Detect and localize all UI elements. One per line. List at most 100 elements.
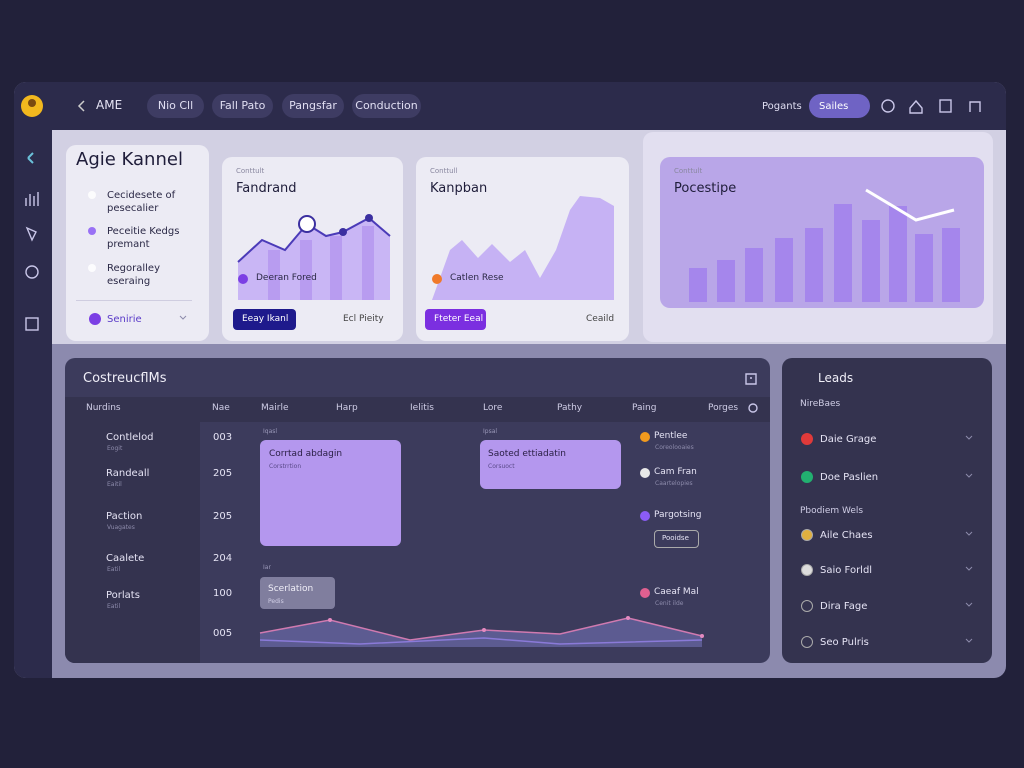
- item-sub: pesecalier: [107, 202, 159, 214]
- row-sub: Vuagates: [107, 524, 135, 532]
- lead-item: Dira Fage: [820, 600, 868, 612]
- nav-link[interactable]: Pogants: [762, 100, 802, 112]
- button[interactable]: [425, 309, 486, 330]
- button-label: Fteter Eeal: [434, 314, 484, 325]
- task-sub: Corsuoct: [488, 463, 515, 471]
- event-title: Cam Fran: [654, 467, 697, 478]
- lead-icon: [801, 636, 813, 648]
- row-number: 204: [213, 552, 233, 564]
- dot: [89, 313, 101, 325]
- event-dot: [640, 511, 650, 521]
- card-title: Kanpban: [430, 180, 488, 196]
- row-number: 205: [213, 467, 233, 479]
- row-name: Caalete: [106, 552, 145, 564]
- item-sub: premant: [107, 238, 150, 250]
- row-number: 100: [213, 587, 233, 599]
- lead-icon: [801, 564, 813, 576]
- nav-tab[interactable]: Nio Cll: [147, 94, 204, 118]
- board-title: CostreucflMs: [83, 370, 167, 386]
- event-dot: [640, 588, 650, 598]
- event-title: Pentlee: [654, 431, 688, 442]
- back-label: AME: [96, 98, 123, 113]
- button[interactable]: [233, 309, 296, 330]
- card-label: Conttult: [236, 167, 265, 176]
- task-title: Corrtad abdagin: [269, 449, 343, 460]
- row-sub: Eaitil: [107, 481, 122, 489]
- sidebar: [14, 130, 52, 678]
- item-title: Peceitie Kedgs: [107, 225, 180, 237]
- event-sub: Cenit ilde: [655, 600, 684, 608]
- legend-text: Deeran Fored: [256, 273, 317, 284]
- search-box[interactable]: [809, 94, 870, 118]
- panel-footer: Senirie: [107, 313, 142, 325]
- button-label: Eeay Ikanl: [242, 314, 289, 325]
- task-tag: Iqasl: [263, 428, 278, 436]
- task-card: [480, 440, 621, 489]
- nav-tab[interactable]: Fall Pato: [212, 94, 273, 118]
- card-link[interactable]: Ceaild: [586, 314, 615, 325]
- card-label: Conttull: [430, 167, 458, 176]
- divider: [76, 300, 192, 301]
- row-number: 003: [213, 431, 233, 443]
- card-title: Pocestipe: [674, 180, 737, 196]
- card-link[interactable]: Ecl Pieity: [343, 314, 384, 325]
- side-panel: [66, 145, 209, 341]
- item-title: Regoralley: [107, 262, 160, 274]
- lead-icon: [801, 471, 813, 483]
- item-title: Cecidesete of: [107, 189, 176, 201]
- event-title: Pargotsing: [654, 510, 702, 521]
- row-name: Porlats: [106, 589, 140, 601]
- task-tag: Ipsal: [483, 428, 498, 436]
- column-header: Mairle: [261, 403, 289, 414]
- event-sub: Caartelopies: [655, 480, 693, 488]
- panel-title: Agie Kannel: [76, 149, 183, 171]
- column-header: Harp: [336, 403, 358, 414]
- lead-item: Daie Grage: [820, 433, 877, 445]
- legend-dot: [432, 274, 442, 284]
- item-sub: eseraing: [107, 275, 151, 287]
- row-number: 005: [213, 627, 233, 639]
- legend-text: Catlen Rese: [450, 273, 504, 284]
- section-label: Pbodiem Wels: [800, 506, 864, 517]
- leads-panel: [782, 358, 992, 663]
- event-dot: [640, 468, 650, 478]
- column-header: Nurdins: [86, 403, 121, 414]
- event-dot: [640, 432, 650, 442]
- leads-title: Leads: [818, 371, 854, 386]
- card-title: Fandrand: [236, 180, 297, 196]
- column-header: Lore: [483, 403, 503, 414]
- legend-dot: [238, 274, 248, 284]
- search-label: Sailes: [819, 100, 849, 112]
- row-name: Contlelod: [106, 431, 154, 443]
- lead-item: Seo Pulris: [820, 636, 869, 648]
- section-label: NireBaes: [800, 399, 841, 410]
- board-side: [65, 397, 200, 663]
- event-title: Caeaf Mal: [654, 587, 699, 598]
- lead-item: Saio Forldl: [820, 564, 873, 576]
- lead-icon: [801, 600, 813, 612]
- lead-icon: [801, 529, 813, 541]
- column-header: Ielitis: [410, 403, 434, 414]
- lead-icon: [801, 433, 813, 445]
- button-label: Pooidse: [662, 534, 689, 543]
- column-header: Nae: [212, 403, 230, 414]
- row-sub: Eatil: [107, 566, 121, 574]
- task-card: [260, 440, 401, 546]
- task-title: Saoted ettiadatin: [488, 449, 566, 460]
- button[interactable]: [654, 530, 699, 548]
- task-sub: Pedis: [268, 598, 284, 606]
- card-label: Conttult: [674, 167, 703, 176]
- row-sub: Eogit: [107, 445, 123, 453]
- task-title: Scerlation: [268, 584, 314, 595]
- nav-tab[interactable]: Pangsfar: [282, 94, 344, 118]
- row-name: Randeall: [106, 467, 150, 479]
- row-sub: Eatil: [107, 603, 121, 611]
- task-card: [260, 577, 335, 609]
- lead-item: Aile Chaes: [820, 529, 873, 541]
- board-header-row: [200, 397, 770, 422]
- column-header: Pathy: [557, 403, 583, 414]
- task-tag: Iar: [263, 564, 271, 572]
- nav-tab[interactable]: Conduction: [352, 94, 421, 118]
- task-sub: Corstrrtion: [269, 463, 302, 471]
